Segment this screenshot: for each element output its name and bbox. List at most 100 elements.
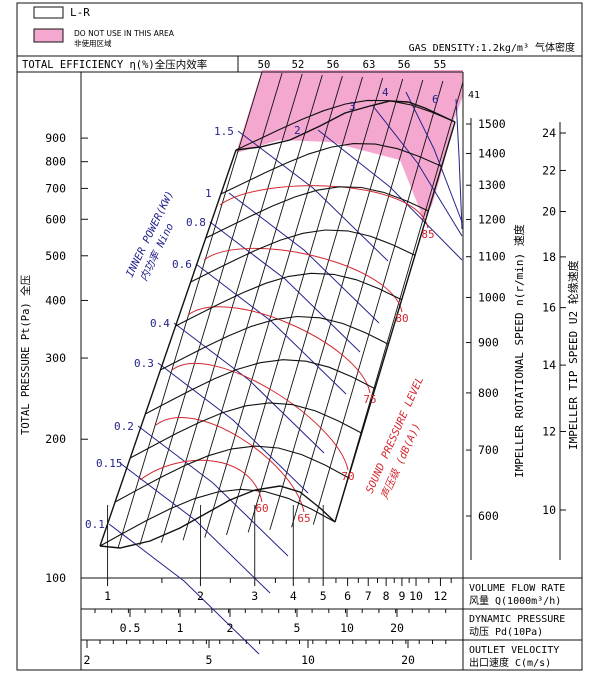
y-tick-label: 500 [45, 249, 66, 263]
speed-curve [114, 445, 349, 503]
efficiency-ray [247, 77, 384, 533]
speed-curve [205, 186, 429, 239]
power-value-label: 4 [382, 86, 389, 99]
sound-value-label: 60 [255, 502, 268, 515]
power-line [405, 91, 463, 223]
sound-value-label: 80 [395, 312, 408, 325]
speed-curve [145, 359, 376, 415]
flow-tick-label: 2 [197, 589, 204, 603]
flow-tick-label: 1 [104, 589, 111, 603]
efficiency-value: 52 [292, 59, 305, 71]
speed-tick-label: 1500 [478, 117, 506, 131]
y-tick-label: 900 [45, 131, 66, 145]
power-line [372, 105, 463, 237]
tip-tick-label: 24 [542, 126, 556, 140]
y-axis-label: TOTAL PRESSURE Pt(Pa) 全压 [19, 274, 32, 435]
y-tick-label: 800 [45, 155, 66, 169]
y-tick-label: 600 [45, 212, 66, 226]
sound-curve [171, 363, 349, 471]
speed-curve [220, 143, 442, 195]
tip-tick-label: 16 [542, 301, 556, 315]
sound-curve [219, 185, 429, 229]
chart-frame [16, 2, 583, 671]
power-value-label: 0.8 [186, 216, 206, 229]
speed-curve [190, 229, 416, 283]
flow-tick-label: 12 [434, 589, 448, 603]
power-value-label: 0.4 [150, 317, 170, 330]
speed-curve [175, 272, 402, 327]
dyn-tick-label: 5 [294, 621, 301, 635]
dyn-tick-label: 1 [177, 621, 184, 635]
efficiency-value: 55 [434, 59, 447, 71]
speed-tick-label: 700 [478, 443, 499, 457]
power-line [108, 523, 260, 655]
speed-tick-label: 1200 [478, 212, 506, 226]
power-value-label: 0.2 [114, 420, 134, 433]
right-envelope-line [334, 121, 456, 523]
power-line [455, 98, 463, 230]
efficiency-ray [117, 71, 263, 549]
upper-boundary-curve [235, 100, 456, 151]
power-value-label: 2 [294, 124, 301, 137]
power-line [317, 129, 463, 261]
flow-axis-label: VOLUME FLOW RATE [469, 583, 565, 594]
vel-tick-label: 20 [401, 653, 415, 667]
sound-curve [139, 459, 263, 503]
speed-tick-label: 1000 [478, 290, 506, 304]
power-line [209, 221, 361, 353]
power-value-label: 0.15 [96, 457, 123, 470]
flow-tick-label: 6 [344, 589, 351, 603]
sound-value-label: 85 [421, 228, 434, 241]
efficiency-value: 56 [327, 59, 340, 71]
efficiency-ray [291, 79, 424, 528]
legend-not-use-label-cn: 非使用区域 [74, 38, 112, 48]
efficiency-ray [226, 76, 363, 536]
sound-value-label: 70 [341, 470, 354, 483]
vel-tick-label: 2 [84, 653, 91, 667]
speed-curve [235, 99, 456, 151]
sound-value-label: 65 [297, 512, 310, 525]
flow-tick-label: 4 [290, 589, 297, 603]
y-tick-label: 100 [45, 571, 66, 585]
speed-tick-label: 1400 [478, 147, 506, 161]
sound-value-label: 75 [363, 393, 376, 406]
legend-not-use-swatch [33, 28, 64, 43]
speed-tick-label: 900 [478, 336, 499, 350]
power-line [137, 425, 289, 557]
power-value-label: 0.6 [172, 258, 192, 271]
flow-tick-label: 3 [251, 589, 258, 603]
legend-lr-label: L-R [70, 6, 90, 19]
efficiency-ray [139, 72, 283, 546]
dyn-tick-label: 20 [390, 621, 404, 635]
tip-tick-label: 12 [542, 424, 556, 438]
dyn-tick-label: 10 [340, 621, 354, 635]
efficiency-header: TOTAL EFFICIENCY η(%)全压内效率 [22, 58, 207, 71]
dynamic-axis-label-cn: 动压 Pd(10Pa) [469, 626, 543, 638]
efficiency-ray [269, 78, 404, 530]
speed-tick-label: 1100 [478, 250, 506, 264]
tip-tick-label: 22 [542, 163, 556, 177]
sound-curve [203, 247, 403, 313]
power-value-label: 0.1 [85, 518, 105, 531]
power-line [237, 130, 389, 262]
efficiency-ray [160, 73, 303, 543]
y-tick-label: 200 [45, 432, 66, 446]
power-value-label: 6 [432, 93, 439, 106]
speed-tick-label: 800 [478, 386, 499, 400]
flow-tick-label: 9 [398, 589, 405, 603]
power-value-label: 1 [205, 187, 212, 200]
tip-tick-label: 10 [542, 503, 556, 517]
tip-tick-label: 14 [542, 358, 556, 372]
y-tick-label: 700 [45, 181, 66, 195]
sound-curve [155, 417, 305, 513]
power-value-label: 0.3 [134, 357, 154, 370]
efficiency-right-label: 41 [468, 90, 480, 101]
efficiency-ray [204, 75, 343, 538]
power-line [228, 192, 380, 324]
flow-tick-label: 8 [383, 589, 390, 603]
efficiency-value: 50 [258, 59, 271, 71]
left-envelope-line [99, 149, 237, 547]
not-use-zone [236, 70, 463, 222]
legend-not-use-label: DO NOT USE IN THIS AREA [74, 29, 175, 38]
